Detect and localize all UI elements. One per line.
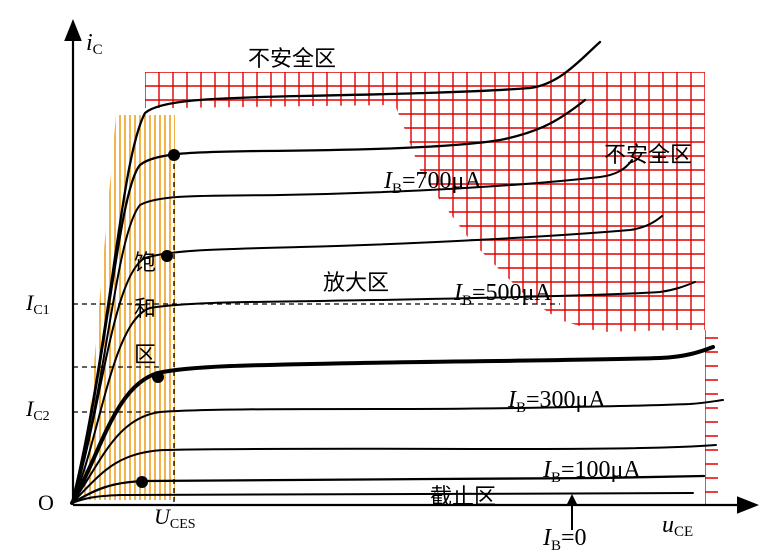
curve-550: [71, 215, 663, 504]
curve-top: [70, 40, 602, 505]
curve-600: [71, 159, 633, 504]
curve-zero: [71, 492, 694, 504]
sat-dot-1: [168, 149, 180, 161]
tick-ic1: IC1: [25, 290, 50, 318]
cutoff-label: 截止区: [430, 485, 496, 510]
saturation-char-3: 区: [134, 343, 156, 368]
saturation-char-1: 饱: [134, 251, 156, 276]
reference-lines: [73, 155, 560, 505]
curve-label-100: IB=100μA: [542, 457, 641, 486]
curve-400: [70, 345, 715, 505]
sat-dot-4: [136, 476, 148, 488]
curve-label-700: IB=700μA: [383, 168, 482, 197]
tick-ic2: IC2: [25, 396, 50, 424]
y-axis-label: iC: [86, 30, 103, 58]
saturation-char-2: 和: [134, 297, 156, 322]
sat-dot-3: [152, 371, 164, 383]
saturation-points: [136, 149, 180, 488]
tick-uces: UCES: [154, 504, 196, 532]
curve-500: [71, 281, 696, 504]
characteristic-curves: [70, 40, 724, 505]
ib-zero-label: IB=0: [542, 525, 587, 554]
unsafe-top-label: 不安全区: [248, 47, 336, 72]
axes: [64, 19, 759, 514]
origin-label: O: [38, 490, 54, 515]
unsafe-right-label: 不安全区: [604, 143, 692, 168]
curve-300: [71, 399, 724, 504]
sat-dot-2: [161, 250, 173, 262]
ib-zero-arrow: [566, 494, 578, 530]
curve-label-300: IB=300μA: [507, 387, 606, 416]
amplify-label: 放大区: [323, 271, 389, 296]
curve-label-500: IB=500μA: [453, 280, 552, 309]
curve-200: [71, 444, 717, 504]
unsafe-area-grid: [145, 72, 718, 505]
curve-100: [70, 474, 706, 505]
curve-700: [70, 98, 587, 505]
x-axis-label: uCE: [662, 512, 693, 540]
